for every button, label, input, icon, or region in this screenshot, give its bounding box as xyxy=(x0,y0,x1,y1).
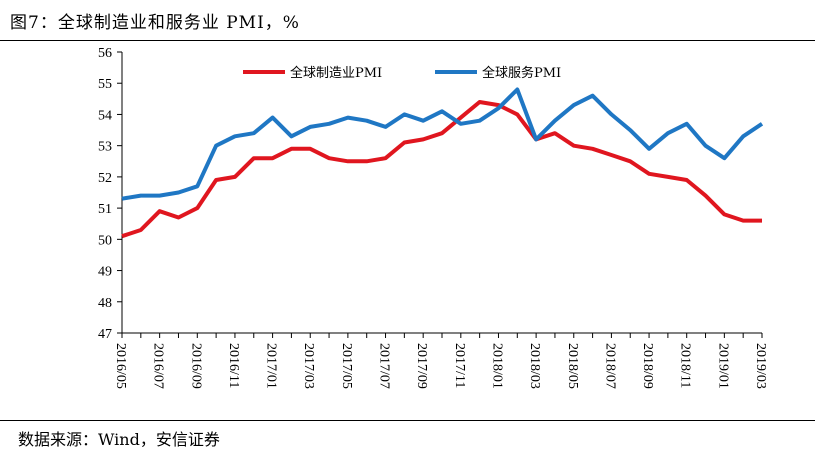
bottom-rule xyxy=(0,420,815,421)
x-tick-label: 2016/05 xyxy=(113,343,128,389)
legend-label-manufacturing: 全球制造业PMI xyxy=(290,65,382,81)
x-tick-label: 2018/07 xyxy=(602,343,617,389)
x-tick-label: 2017/11 xyxy=(452,343,467,388)
x-tick-label: 2018/03 xyxy=(527,343,542,389)
y-tick-label: 56 xyxy=(98,46,112,61)
data-source-note: 数据来源：Wind，安信证券 xyxy=(18,430,220,449)
y-tick-label: 49 xyxy=(98,265,112,280)
x-tick-label: 2018/11 xyxy=(678,343,693,388)
chart-legend: 全球制造业PMI 全球服务PMI xyxy=(243,65,561,81)
x-tick-label: 2019/01 xyxy=(715,343,730,389)
x-tick-label: 2016/11 xyxy=(226,343,241,388)
x-tick-label: 2017/01 xyxy=(264,343,279,389)
y-tick-label: 52 xyxy=(98,171,112,186)
x-tick-label: 2016/07 xyxy=(151,343,166,389)
services-pmi-line xyxy=(121,87,764,201)
x-tick-label: 2019/03 xyxy=(753,343,768,389)
y-tick-label: 55 xyxy=(98,77,112,92)
x-tick-label: 2016/09 xyxy=(188,343,203,389)
y-tick-label: 51 xyxy=(98,202,112,217)
x-tick-label: 2018/01 xyxy=(489,343,504,389)
x-tick-label: 2017/05 xyxy=(339,343,354,389)
y-tick-label: 53 xyxy=(98,140,112,155)
title-bar: 图7：全球制造业和服务业 PMI，% xyxy=(0,0,815,42)
x-tick-label: 2018/05 xyxy=(565,343,580,389)
chart-title: 图7：全球制造业和服务业 PMI，% xyxy=(10,13,300,33)
x-tick-label: 2017/09 xyxy=(414,343,429,389)
x-tick-label: 2018/09 xyxy=(640,343,655,389)
legend-label-services: 全球服务PMI xyxy=(482,65,561,81)
series-layer xyxy=(121,87,764,239)
y-tick-label: 47 xyxy=(98,327,112,342)
y-tick-label: 54 xyxy=(98,108,112,123)
x-tick-label: 2017/03 xyxy=(301,343,316,389)
top-rule xyxy=(0,40,815,41)
chart-axes: 47 48 49 50 51 52 53 54 55 56 2016/05 2016/07 2016/0… xyxy=(98,46,768,389)
manufacturing-pmi-line xyxy=(121,100,762,239)
y-tick-label: 50 xyxy=(98,233,112,248)
x-tick-label: 2017/07 xyxy=(377,343,392,389)
y-tick-label: 48 xyxy=(98,296,112,311)
